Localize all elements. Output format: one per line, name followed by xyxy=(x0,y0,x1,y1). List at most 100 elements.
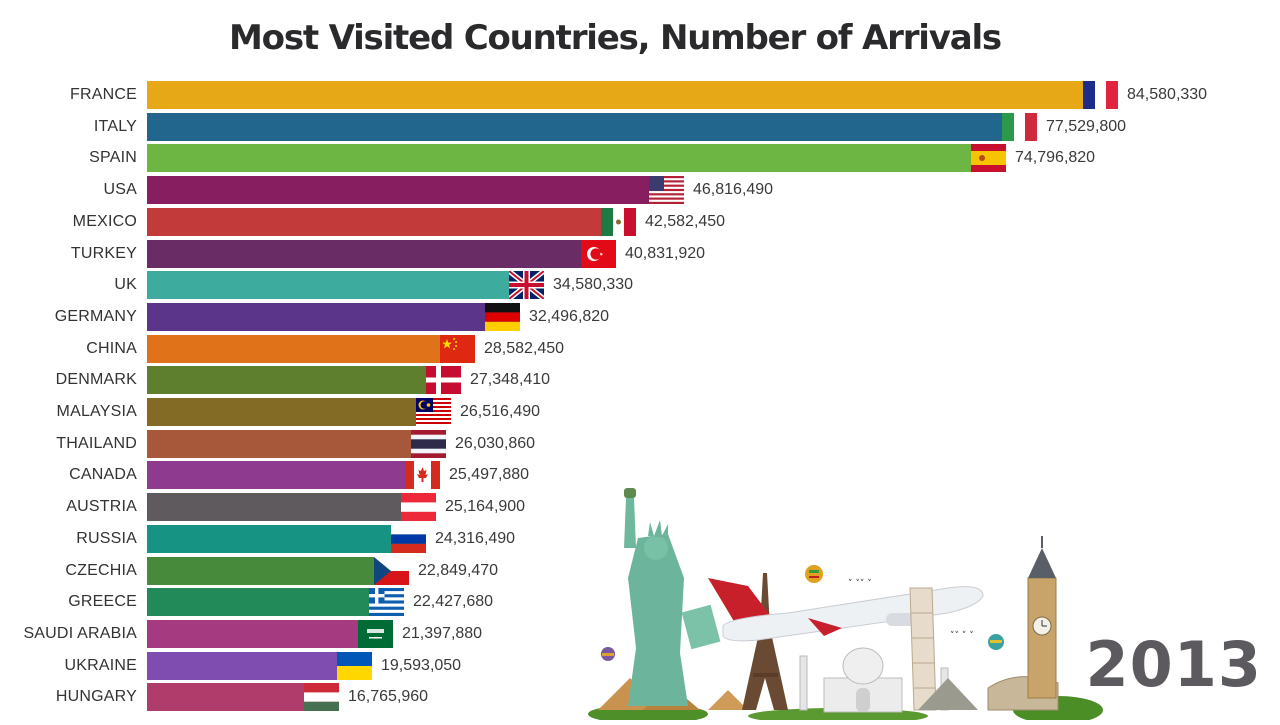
saudi-arabia-flag-icon xyxy=(358,619,393,648)
year-label: 2013 xyxy=(1085,628,1262,701)
czechia-flag-icon xyxy=(374,556,409,585)
spain-flag-icon xyxy=(971,144,1006,173)
country-label: SPAIN xyxy=(89,149,137,167)
austria-flag-icon xyxy=(401,493,436,522)
bar-chart: FRANCE 84,580,330 ITALY 77,529,800 SPAIN 74,7… xyxy=(0,81,1280,721)
malaysia-flag-icon xyxy=(416,398,451,426)
value-label: 74,796,820 xyxy=(1015,149,1096,167)
value-label: 22,849,470 xyxy=(418,561,499,579)
russia-flag-icon xyxy=(391,524,426,553)
bar-row-greece: GREECE 22,427,680 xyxy=(0,588,1280,617)
bar xyxy=(147,271,544,300)
bar xyxy=(147,207,636,236)
turkey-flag-icon xyxy=(581,239,616,268)
bar xyxy=(147,398,451,426)
bar-row-spain: SPAIN 74,796,820 xyxy=(0,144,1280,173)
thailand-flag-icon xyxy=(411,429,446,458)
bar xyxy=(147,619,393,648)
country-label: HUNGARY xyxy=(55,688,137,706)
bar xyxy=(147,556,409,585)
country-label: CHINA xyxy=(86,339,137,357)
value-label: 22,427,680 xyxy=(413,593,494,611)
country-label: THAILAND xyxy=(56,434,137,452)
value-label: 27,348,410 xyxy=(470,371,551,389)
bar-row-canada: CANADA 25,497,880 xyxy=(0,461,1280,490)
country-label: DENMARK xyxy=(55,371,137,389)
country-label: CZECHIA xyxy=(65,561,137,579)
country-label: RUSSIA xyxy=(76,529,137,547)
value-label: 26,030,860 xyxy=(455,434,536,452)
bar-row-france: FRANCE 84,580,330 xyxy=(0,81,1280,109)
value-label: 25,164,900 xyxy=(445,498,526,516)
bar xyxy=(147,493,436,522)
uk-flag-icon xyxy=(509,271,544,300)
value-label: 25,497,880 xyxy=(449,466,530,484)
bar xyxy=(147,302,520,331)
value-label: 77,529,800 xyxy=(1046,117,1127,135)
bar xyxy=(147,651,372,680)
country-label: AUSTRIA xyxy=(66,498,137,516)
bar-row-italy: ITALY 77,529,800 xyxy=(0,112,1280,141)
bar xyxy=(147,176,684,205)
country-label: UK xyxy=(114,276,137,294)
bar-row-austria: AUSTRIA 25,164,900 xyxy=(0,493,1280,522)
bar xyxy=(147,429,446,458)
country-label: MALAYSIA xyxy=(56,403,137,420)
bar xyxy=(147,524,426,553)
bar-row-ukraine: UKRAINE 19,593,050 xyxy=(0,651,1280,680)
germany-flag-icon xyxy=(485,302,520,331)
value-label: 19,593,050 xyxy=(381,656,462,674)
bar-row-turkey: TURKEY 40,831,920 xyxy=(0,239,1280,268)
value-label: 32,496,820 xyxy=(529,307,610,325)
canada-flag-icon xyxy=(405,461,440,490)
italy-flag-icon xyxy=(1002,112,1037,141)
value-label: 42,582,450 xyxy=(645,212,726,230)
country-label: USA xyxy=(103,181,137,199)
bar-row-czechia: CZECHIA 22,849,470 xyxy=(0,556,1280,585)
country-label: FRANCE xyxy=(70,86,137,103)
country-label: MEXICO xyxy=(72,212,137,230)
bar xyxy=(147,239,616,268)
bar xyxy=(147,334,475,363)
country-label: CANADA xyxy=(69,466,137,484)
bar-row-usa: USA 46,816,490 xyxy=(0,176,1280,205)
denmark-flag-icon xyxy=(426,366,461,395)
svg-text:˅˅ ˅ ˅: ˅˅ ˅ ˅ xyxy=(950,631,974,641)
bar-row-germany: GERMANY 32,496,820 xyxy=(0,302,1280,331)
landmarks-illustration: ˅ ˅˅ ˅ ˅˅ ˅ ˅ xyxy=(588,478,1103,724)
bar xyxy=(147,683,339,712)
bar xyxy=(147,81,1118,109)
country-label: GREECE xyxy=(68,593,137,611)
value-label: 34,580,330 xyxy=(553,276,634,294)
value-label: 26,516,490 xyxy=(460,403,541,420)
svg-text:˅ ˅˅ ˅: ˅ ˅˅ ˅ xyxy=(848,579,872,589)
bar xyxy=(147,366,461,395)
country-label: UKRAINE xyxy=(64,656,137,674)
china-flag-icon xyxy=(440,334,475,363)
bar xyxy=(147,588,404,617)
bar-row-denmark: DENMARK 27,348,410 xyxy=(0,366,1280,395)
travel-landmarks-icon: ˅ ˅˅ ˅ ˅˅ ˅ ˅ xyxy=(588,488,1103,724)
chart-title: Most Visited Countries, Number of Arriva… xyxy=(229,18,1002,58)
france-flag-icon xyxy=(1083,81,1118,109)
greece-flag-icon xyxy=(369,588,404,617)
value-label: 46,816,490 xyxy=(693,181,774,199)
hungary-flag-icon xyxy=(304,683,339,712)
value-label: 24,316,490 xyxy=(435,529,516,547)
bar-row-malaysia: MALAYSIA 26,516,490 xyxy=(0,398,1280,426)
mexico-flag-icon xyxy=(601,207,636,236)
usa-flag-icon xyxy=(649,176,684,205)
bar-row-uk: UK 34,580,330 xyxy=(0,271,1280,300)
value-label: 84,580,330 xyxy=(1127,86,1208,103)
country-label: TURKEY xyxy=(70,244,137,262)
value-label: 16,765,960 xyxy=(348,688,429,706)
value-label: 28,582,450 xyxy=(484,339,565,357)
bar-row-thailand: THAILAND 26,030,860 xyxy=(0,429,1280,458)
bar-row-russia: RUSSIA 24,316,490 xyxy=(0,524,1280,553)
bar-row-hungary: HUNGARY 16,765,960 xyxy=(0,683,1280,712)
bar-row-china: CHINA 28,582,450 xyxy=(0,334,1280,363)
bar xyxy=(147,112,1037,141)
bar xyxy=(147,144,1006,173)
country-label: ITALY xyxy=(93,117,137,135)
bar-row-mexico: MEXICO 42,582,450 xyxy=(0,207,1280,236)
